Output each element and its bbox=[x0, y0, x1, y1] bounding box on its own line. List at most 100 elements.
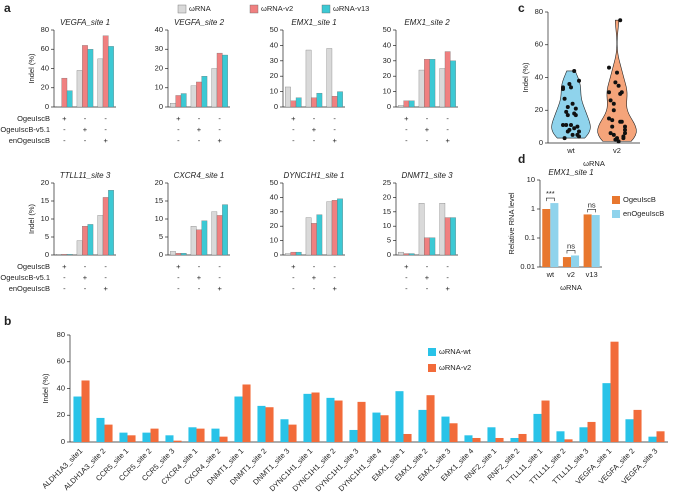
bar bbox=[326, 201, 333, 256]
panel-label: d bbox=[518, 152, 525, 166]
data-point bbox=[611, 132, 616, 137]
bar bbox=[591, 215, 600, 267]
data-point bbox=[561, 122, 565, 127]
condition-mark: - bbox=[405, 125, 408, 134]
bar bbox=[285, 86, 291, 108]
significance-bracket bbox=[546, 197, 555, 202]
bar bbox=[571, 255, 580, 267]
bar bbox=[444, 217, 451, 256]
condition-mark: - bbox=[198, 262, 201, 271]
condition-mark: + bbox=[445, 136, 450, 145]
data-point bbox=[562, 96, 567, 101]
y-tick-label: 15 bbox=[155, 196, 163, 205]
bar bbox=[450, 217, 456, 256]
y-tick-label: 5 bbox=[159, 232, 163, 241]
bar bbox=[87, 224, 94, 256]
bar bbox=[180, 253, 187, 256]
bar bbox=[196, 229, 202, 256]
legend-label: OgeuIscB bbox=[623, 195, 656, 204]
bar bbox=[73, 396, 82, 442]
condition-mark: + bbox=[217, 284, 222, 293]
bar bbox=[188, 427, 197, 442]
bar bbox=[87, 49, 94, 108]
y-axis-label: Indel (%) bbox=[27, 53, 36, 84]
y-tick-label: 15 bbox=[383, 207, 391, 216]
y-tick-label: 20 bbox=[270, 221, 278, 230]
bar bbox=[211, 68, 218, 108]
bar bbox=[316, 92, 323, 108]
condition-mark: - bbox=[405, 284, 408, 293]
data-point bbox=[607, 65, 611, 70]
bar bbox=[190, 226, 197, 256]
significance-bracket bbox=[566, 250, 576, 254]
x-tick-label: wt bbox=[546, 270, 555, 279]
condition-mark: + bbox=[83, 273, 88, 282]
bar bbox=[587, 421, 596, 442]
data-point bbox=[607, 90, 611, 95]
condition-mark: - bbox=[333, 262, 336, 271]
data-point bbox=[569, 122, 573, 127]
condition-mark: + bbox=[176, 262, 181, 271]
legend-swatch bbox=[321, 4, 331, 14]
bar bbox=[280, 419, 289, 442]
y-tick-label: 0.1 bbox=[525, 233, 535, 242]
significance-label: *** bbox=[546, 189, 555, 198]
condition-mark: - bbox=[313, 136, 316, 145]
y-tick-label: 80 bbox=[535, 7, 543, 16]
y-tick-label: 0 bbox=[45, 250, 49, 259]
bar bbox=[403, 253, 410, 256]
panel-label: c bbox=[518, 1, 525, 15]
condition-mark: - bbox=[426, 284, 429, 293]
bar bbox=[295, 97, 302, 108]
condition-mark: + bbox=[445, 284, 450, 293]
y-tick-label: 40 bbox=[41, 63, 49, 72]
bar bbox=[334, 400, 343, 442]
legend-label: ωRNA bbox=[189, 4, 211, 13]
bar bbox=[372, 412, 381, 442]
bar bbox=[533, 413, 542, 442]
bar bbox=[288, 424, 297, 442]
bar bbox=[656, 431, 665, 442]
x-tick-label: v13 bbox=[586, 270, 598, 279]
condition-mark: - bbox=[426, 114, 429, 123]
chart-title: TTLL11_site 3 bbox=[60, 171, 111, 180]
condition-mark: + bbox=[103, 284, 108, 293]
data-point bbox=[615, 70, 619, 75]
bar bbox=[56, 254, 62, 256]
bar bbox=[495, 437, 504, 442]
bar bbox=[66, 90, 73, 108]
bar bbox=[216, 52, 223, 108]
bar bbox=[562, 257, 571, 267]
condition-mark: + bbox=[404, 114, 409, 123]
x-tick-label: v2 bbox=[567, 270, 575, 279]
condition-mark: + bbox=[217, 136, 222, 145]
data-point bbox=[570, 132, 575, 137]
y-axis-label: Indel (%) bbox=[27, 203, 36, 234]
chart-title: DNMT1_site 3 bbox=[401, 171, 453, 180]
condition-mark: - bbox=[104, 114, 107, 123]
panel-label: a bbox=[4, 1, 11, 15]
y-tick-label: 20 bbox=[155, 63, 163, 72]
bar bbox=[429, 59, 436, 108]
bar bbox=[424, 59, 430, 108]
condition-mark: + bbox=[197, 125, 202, 134]
condition-mark: - bbox=[292, 125, 295, 134]
condition-mark: - bbox=[292, 136, 295, 145]
data-point bbox=[565, 113, 570, 118]
condition-mark: - bbox=[405, 273, 408, 282]
bar bbox=[337, 198, 343, 256]
legend-label: enOgeuIscB bbox=[623, 209, 664, 218]
bar bbox=[96, 417, 105, 442]
y-tick-label: 40 bbox=[535, 72, 543, 81]
y-tick-label: 0 bbox=[159, 250, 163, 259]
data-point bbox=[611, 108, 616, 113]
y-tick-label: 60 bbox=[57, 357, 65, 366]
bar bbox=[97, 58, 104, 108]
condition-label: enOgeuIscB bbox=[9, 136, 50, 145]
data-point bbox=[623, 131, 627, 136]
condition-label: OgeuIscB bbox=[17, 114, 50, 123]
bar bbox=[418, 69, 425, 108]
bar bbox=[408, 100, 415, 108]
y-tick-label: 25 bbox=[383, 178, 391, 187]
y-tick-label: 10 bbox=[270, 87, 278, 96]
